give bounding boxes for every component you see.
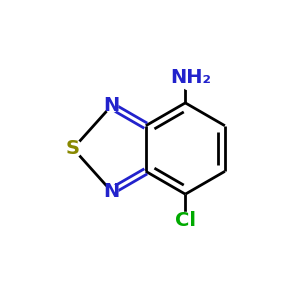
Circle shape — [105, 99, 118, 112]
Text: N: N — [103, 96, 119, 115]
Circle shape — [64, 140, 82, 158]
Text: N: N — [103, 182, 119, 201]
Circle shape — [105, 185, 118, 198]
Circle shape — [177, 212, 194, 229]
Text: NH₂: NH₂ — [171, 68, 212, 87]
Text: S: S — [66, 139, 80, 158]
Circle shape — [179, 65, 204, 90]
Text: Cl: Cl — [175, 211, 196, 230]
